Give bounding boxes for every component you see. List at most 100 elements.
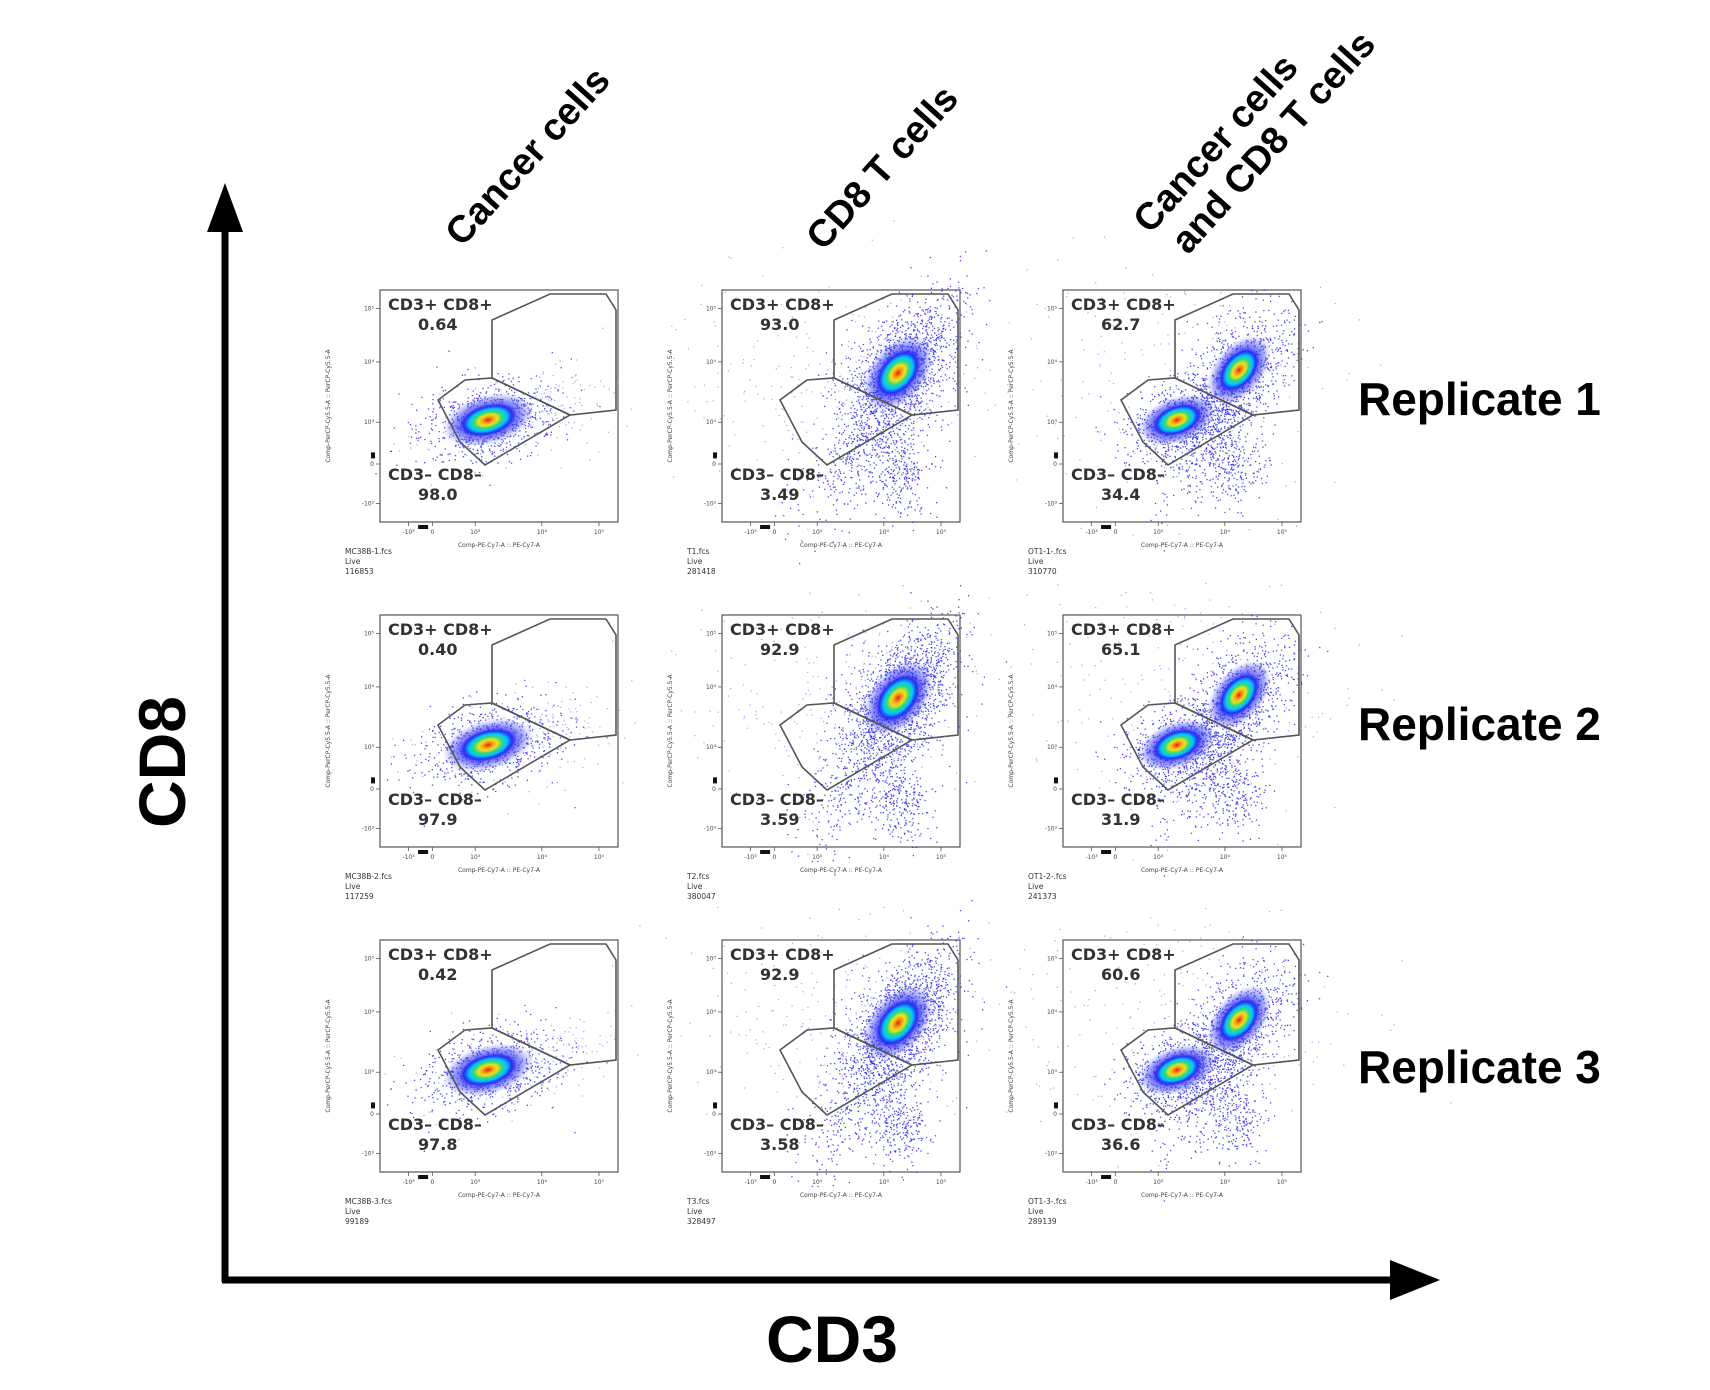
event-dot bbox=[1140, 391, 1142, 393]
event-dot bbox=[942, 419, 944, 421]
y-tick-label: 0 bbox=[712, 461, 716, 468]
event-dot bbox=[1191, 448, 1193, 450]
event-dot bbox=[839, 458, 841, 460]
event-dot bbox=[861, 381, 863, 383]
event-dot bbox=[936, 307, 938, 309]
event-dot bbox=[502, 440, 504, 442]
event-dot bbox=[893, 220, 895, 222]
event-dot bbox=[853, 423, 855, 425]
event-dot bbox=[479, 457, 481, 460]
event-dot bbox=[887, 305, 889, 308]
event-dot bbox=[869, 464, 871, 466]
event-dot bbox=[856, 439, 859, 441]
event-dot bbox=[949, 366, 951, 368]
event-dot bbox=[863, 451, 865, 454]
event-dot bbox=[863, 433, 865, 435]
event-dot bbox=[850, 463, 852, 465]
event-dot bbox=[438, 407, 440, 409]
event-dot bbox=[878, 335, 880, 337]
event-dot bbox=[869, 407, 871, 409]
event-dot bbox=[1212, 478, 1214, 480]
event-dot bbox=[949, 354, 951, 356]
event-dot bbox=[1220, 443, 1222, 445]
event-dot bbox=[1205, 438, 1207, 440]
event-dot bbox=[932, 325, 934, 327]
event-dot bbox=[863, 426, 865, 428]
event-dot bbox=[1284, 309, 1286, 311]
event-dot bbox=[927, 423, 929, 426]
event-dot bbox=[896, 433, 899, 435]
event-dot bbox=[965, 346, 967, 349]
event-dot bbox=[946, 368, 948, 370]
event-dot bbox=[1166, 504, 1168, 506]
event-dot bbox=[891, 486, 893, 488]
event-dot bbox=[1283, 378, 1285, 381]
event-dot bbox=[1291, 351, 1293, 353]
event-dot bbox=[551, 412, 553, 414]
event-dot bbox=[549, 423, 551, 425]
event-dot bbox=[923, 325, 925, 327]
event-dot bbox=[868, 433, 870, 435]
event-dot bbox=[854, 374, 857, 377]
event-dot bbox=[866, 420, 869, 422]
event-dot bbox=[1189, 362, 1191, 364]
event-dot bbox=[941, 314, 943, 316]
event-dot bbox=[910, 488, 912, 490]
event-dot bbox=[894, 408, 897, 410]
event-dot bbox=[1254, 415, 1256, 417]
event-dot bbox=[1201, 483, 1203, 485]
event-dot bbox=[1137, 439, 1139, 441]
event-dot bbox=[1213, 453, 1215, 455]
event-dot bbox=[554, 387, 557, 389]
event-dot bbox=[986, 323, 988, 326]
event-dot bbox=[927, 449, 929, 452]
event-dot bbox=[838, 475, 840, 478]
y-tick-label: -10³ bbox=[704, 500, 717, 507]
event-dot bbox=[1166, 393, 1169, 395]
event-dot bbox=[1155, 514, 1157, 516]
event-dot bbox=[1212, 434, 1214, 436]
event-dot bbox=[888, 341, 890, 344]
event-dot bbox=[877, 428, 879, 430]
event-dot bbox=[1158, 394, 1160, 397]
event-dot bbox=[886, 416, 888, 418]
event-dot bbox=[469, 447, 471, 450]
event-dot bbox=[390, 450, 393, 453]
event-dot bbox=[968, 330, 971, 332]
event-dot bbox=[1276, 373, 1279, 375]
event-dot bbox=[845, 460, 848, 462]
event-dot bbox=[571, 376, 574, 378]
event-dot bbox=[914, 412, 916, 415]
event-dot bbox=[1231, 329, 1233, 332]
event-dot bbox=[1281, 339, 1283, 341]
event-dot bbox=[1302, 349, 1304, 351]
event-dot bbox=[888, 424, 891, 426]
event-dot bbox=[797, 479, 799, 481]
event-dot bbox=[843, 441, 845, 443]
event-dot bbox=[1240, 429, 1242, 431]
event-dot bbox=[819, 476, 821, 478]
event-dot bbox=[1181, 349, 1183, 351]
event-dot bbox=[1218, 321, 1220, 323]
event-dot bbox=[926, 487, 929, 489]
event-dot bbox=[1224, 446, 1227, 448]
event-dot bbox=[516, 448, 518, 450]
event-dot bbox=[978, 341, 980, 344]
event-dot bbox=[1165, 452, 1167, 455]
event-dot bbox=[1268, 341, 1270, 343]
event-dot bbox=[727, 370, 729, 372]
event-dot bbox=[934, 343, 936, 346]
event-dot bbox=[932, 353, 935, 355]
event-dot bbox=[847, 378, 849, 380]
event-dot bbox=[919, 416, 921, 419]
event-dot bbox=[443, 406, 445, 408]
event-dot bbox=[916, 397, 918, 400]
row-label-replicate-3: Replicate 3 bbox=[1358, 1041, 1601, 1093]
event-dot bbox=[867, 353, 869, 355]
event-dot bbox=[471, 394, 473, 397]
event-dot bbox=[890, 417, 893, 420]
event-dot bbox=[571, 377, 573, 379]
event-dot bbox=[850, 456, 852, 458]
event-dot bbox=[922, 386, 924, 388]
event-dot bbox=[1291, 331, 1293, 333]
